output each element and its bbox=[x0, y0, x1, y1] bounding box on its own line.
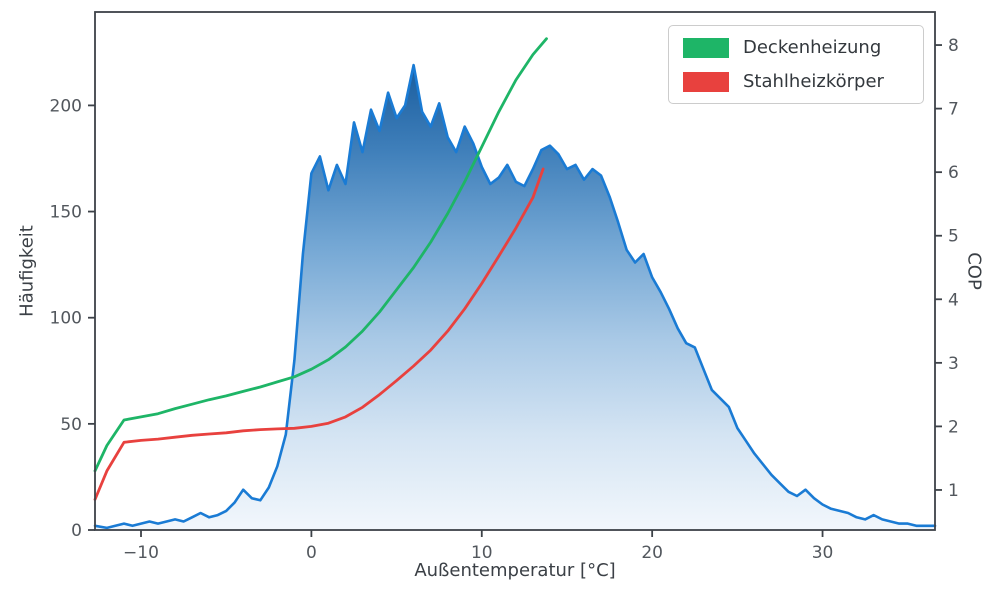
y-left-tick-label: 100 bbox=[50, 309, 82, 329]
x-tick-label: 30 bbox=[812, 543, 834, 563]
y-right-tick-label: 5 bbox=[948, 227, 959, 247]
y-right-tick-label: 3 bbox=[948, 354, 959, 374]
stahlheizkoerper-swatch bbox=[683, 71, 729, 92]
stahlheizkoerper-line bbox=[93, 167, 545, 501]
y-right-tick-label: 8 bbox=[948, 36, 959, 56]
y-left-tick-label: 200 bbox=[50, 96, 82, 116]
y-right-tick-label: 4 bbox=[948, 290, 959, 310]
x-tick-label: 0 bbox=[306, 543, 317, 563]
x-tick-label: 20 bbox=[641, 543, 663, 563]
legend-item-stahlheizkoerper: Stahlheizkörper bbox=[683, 71, 909, 92]
histogram-outline bbox=[93, 63, 937, 530]
x-axis-label: Außentemperatur [°C] bbox=[414, 560, 616, 581]
y-axis-label-right: COP bbox=[963, 252, 985, 290]
y-left-tick-label: 50 bbox=[60, 415, 82, 435]
y-right-tick-label: 7 bbox=[948, 100, 959, 120]
deckenheizung-line bbox=[93, 37, 548, 473]
x-tick-label: 10 bbox=[471, 543, 493, 563]
deckenheizung-swatch bbox=[683, 37, 729, 58]
y-right-tick-label: 6 bbox=[948, 163, 959, 183]
histogram-area bbox=[95, 65, 935, 530]
y-left-tick-label: 150 bbox=[50, 203, 82, 223]
plot-border bbox=[94, 11, 936, 531]
y-right-tick-label: 2 bbox=[948, 417, 959, 437]
legend: Deckenheizung Stahlheizkörper bbox=[668, 25, 924, 104]
deckenheizung-label: Deckenheizung bbox=[743, 37, 882, 58]
y-right-tick-label: 1 bbox=[948, 481, 959, 501]
stahlheizkoerper-label: Stahlheizkörper bbox=[743, 71, 884, 92]
x-tick-label: −10 bbox=[123, 543, 159, 563]
y-axis-label-left: Häufigkeit bbox=[16, 225, 38, 317]
legend-item-deckenheizung: Deckenheizung bbox=[683, 37, 909, 58]
y-left-tick-label: 0 bbox=[71, 521, 82, 541]
